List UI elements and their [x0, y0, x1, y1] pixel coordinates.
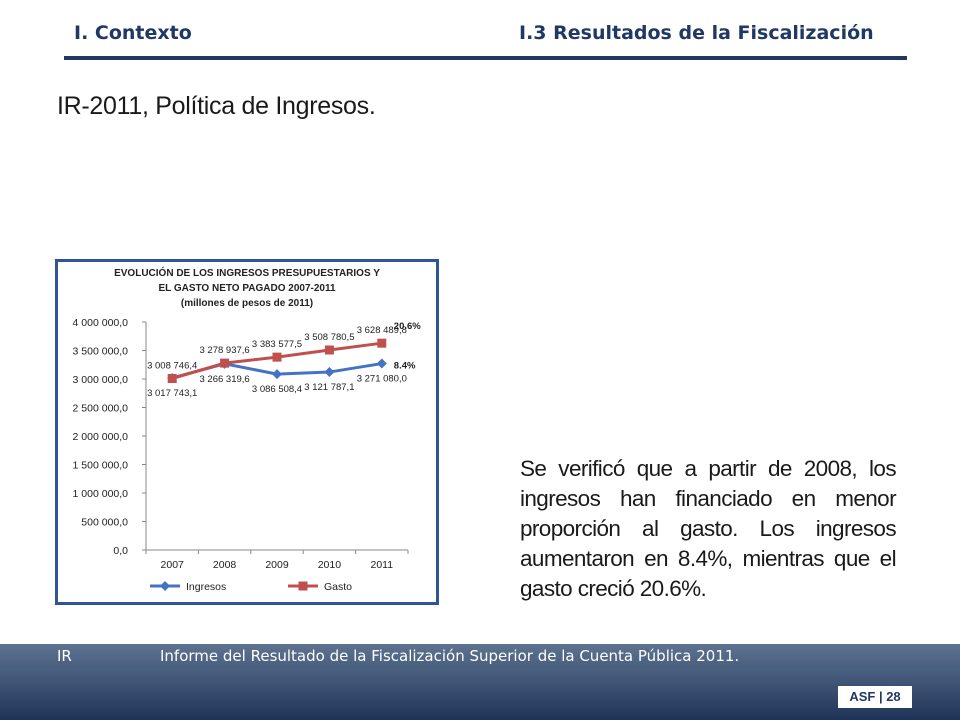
- footer-text: Informe del Resultado de la Fiscalizació…: [160, 647, 740, 665]
- chart-title-line: (millones de pesos de 2011): [181, 298, 313, 309]
- y-tick-label: 3 500 000,0: [73, 346, 129, 358]
- x-tick-label: 2008: [213, 559, 237, 571]
- x-tick-label: 2011: [371, 559, 394, 571]
- section-header: I. Contexto: [74, 22, 192, 44]
- data-point-ingresos: [376, 358, 387, 369]
- data-label-ingresos: 3 121 787,1: [304, 382, 354, 393]
- chart-title-line: EVOLUCIÓN DE LOS INGRESOS PRESUPUESTARIO…: [114, 266, 380, 279]
- data-label-gasto: 3 008 746,4: [147, 361, 197, 372]
- legend-label-gasto: Gasto: [324, 581, 352, 593]
- data-point-gasto: [324, 345, 334, 355]
- data-label-gasto: 3 508 780,5: [304, 332, 354, 343]
- legend-label-ingresos: Ingresos: [186, 581, 226, 593]
- page-badge: ASF | 28: [838, 686, 912, 708]
- chart-title-line: EL GASTO NETO PAGADO 2007-2011: [158, 283, 336, 294]
- data-point-gasto: [272, 352, 282, 362]
- footer-band-lower: [0, 668, 960, 720]
- data-label-gasto: 3 383 577,5: [252, 339, 302, 350]
- subsection-header: I.3 Resultados de la Fiscalización: [519, 22, 874, 44]
- header-rule: [64, 56, 907, 60]
- end-annotation-ingresos: 8.4%: [394, 361, 416, 372]
- slide-title: IR-2011, Política de Ingresos.: [57, 92, 376, 120]
- line-chart: EVOLUCIÓN DE LOS INGRESOS PRESUPUESTARIO…: [73, 266, 422, 593]
- y-tick-label: 500 000,0: [81, 517, 128, 529]
- data-label-gasto: 3 628 489,8: [357, 325, 407, 336]
- data-point-ingresos: [272, 369, 282, 380]
- y-tick-label: 2 500 000,0: [73, 403, 129, 415]
- data-label-ingresos: 3 266 319,6: [200, 374, 250, 385]
- data-label-ingresos: 3 017 743,1: [147, 388, 197, 399]
- data-point-ingresos: [324, 367, 335, 378]
- data-label-gasto: 3 278 937,6: [200, 345, 250, 356]
- legend-marker-gasto: [298, 581, 308, 591]
- y-tick-label: 4 000 000,0: [73, 317, 129, 329]
- data-point-gasto: [220, 358, 230, 368]
- data-point-gasto: [377, 338, 387, 348]
- x-tick-label: 2010: [318, 559, 342, 571]
- footer-label: IR: [57, 647, 72, 665]
- x-tick-label: 2009: [265, 559, 289, 571]
- y-tick-label: 2 000 000,0: [73, 431, 129, 443]
- x-tick-label: 2007: [161, 559, 185, 571]
- data-point-gasto: [167, 374, 177, 384]
- legend-marker-ingresos: [160, 581, 170, 591]
- data-label-ingresos: 3 086 508,4: [252, 384, 302, 395]
- end-annotation-gasto: 20.6%: [394, 321, 421, 332]
- chart-panel: EVOLUCIÓN DE LOS INGRESOS PRESUPUESTARIO…: [55, 259, 439, 605]
- slide-body-text: Se verificó que a partir de 2008, los in…: [520, 456, 897, 601]
- y-tick-label: 1 500 000,0: [73, 460, 129, 472]
- data-label-ingresos: 3 271 080,0: [357, 374, 407, 385]
- y-tick-label: 1 000 000,0: [73, 488, 129, 500]
- y-tick-label: 3 000 000,0: [73, 374, 129, 386]
- y-tick-label: 0,0: [113, 545, 128, 557]
